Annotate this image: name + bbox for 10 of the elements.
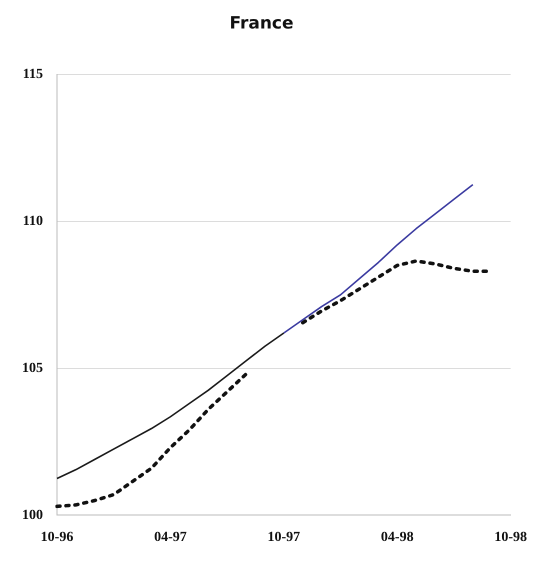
chart-title: France xyxy=(229,14,294,34)
x-tick-label: 10-96 xyxy=(40,530,74,546)
x-tick-label: 10-97 xyxy=(268,530,300,546)
y-tick-label: 110 xyxy=(22,214,43,229)
x-tick-label: 04-97 xyxy=(154,530,187,546)
y-tick-label: 100 xyxy=(22,508,43,523)
y-tick-label: 105 xyxy=(22,360,43,376)
x-tick-label: 04-98 xyxy=(380,530,414,546)
x-tick-label: 10-98 xyxy=(494,530,528,546)
y-tick-label: 115 xyxy=(22,67,43,82)
